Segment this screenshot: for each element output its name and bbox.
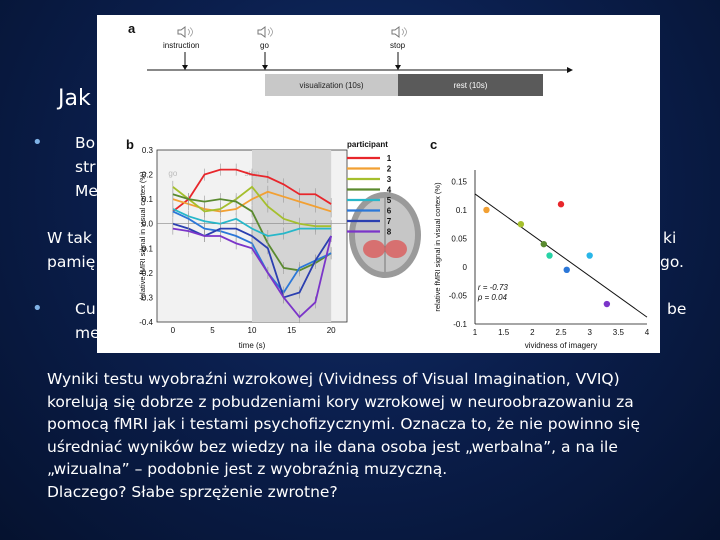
x-tick-label: 10: [248, 326, 257, 335]
y-tick-label: -0.2: [139, 269, 153, 278]
y-tick-label: -0.1: [453, 320, 467, 329]
go-marker-label: go: [168, 169, 177, 178]
bullet-1-line-1: Bo: [75, 134, 96, 152]
bullet-2-line-2: me: [75, 324, 100, 342]
scatter-point: [603, 300, 611, 308]
x-axis-label: time (s): [239, 341, 266, 350]
y-tick-label: 0.15: [451, 177, 467, 186]
event-stop: stop: [390, 41, 406, 50]
legend-label-8: 8: [387, 228, 392, 237]
legend-label-7: 7: [387, 217, 392, 226]
paragraph-line-pam-right: go.: [660, 253, 684, 271]
x-tick-label: 4: [645, 328, 650, 337]
bullet-marker: •: [32, 298, 43, 319]
event-go: go: [260, 41, 269, 50]
y-tick-label: 0.1: [456, 206, 468, 215]
y-tick-label: 0.05: [451, 234, 467, 243]
panel-a-label: a: [128, 21, 136, 36]
scatter-point: [540, 240, 547, 248]
main-paragraph: Wyniki testu wyobraźni wzrokowej (Vividn…: [47, 368, 687, 504]
y-axis-label: relative fMRI signal in visual cortex (%…: [433, 182, 442, 312]
timecourse-chart: 0.30.20.10.0-0.1-0.2-0.3-0.40 5 10 15 20time…: [138, 140, 421, 350]
legend-title: participant: [347, 140, 388, 149]
paragraph-line: pomocą fMRI jak i testami psychofizyczny…: [47, 415, 641, 434]
bullet-2-right: be: [667, 300, 687, 318]
fit-line: [474, 193, 648, 318]
brain-activation-left: [363, 240, 385, 258]
correlation-r: r = -0.73: [478, 283, 509, 292]
x-tick-label: 3: [587, 328, 592, 337]
visualization-bar: visualization (10s): [265, 74, 398, 96]
paragraph-line: Wyniki testu wyobraźni wzrokowej (Vividn…: [47, 370, 620, 388]
x-tick-label: 1.5: [498, 328, 510, 337]
y-tick-label: 0.2: [142, 171, 154, 180]
scatter-chart: 0.15 0.1 0.05 0 -0.05 -0.1 1 1.5 2 2.5 3 3.5 4 vividn…: [433, 170, 650, 350]
scatter-point: [557, 201, 565, 208]
x-tick-label: 2.5: [555, 328, 567, 337]
series-line-1: [172, 168, 332, 213]
y-tick-label: 0.3: [142, 146, 154, 155]
event-instruction: instruction: [163, 41, 200, 50]
brain-activation-right: [385, 240, 407, 258]
scatter-point: [517, 220, 525, 228]
scatter-point: [586, 252, 593, 259]
bullet-1-line-2: str: [75, 158, 96, 176]
x-tick-label: 1: [473, 328, 478, 337]
slide-title: Jak: [58, 86, 91, 111]
figure: a instruction go stop visualization (10s…: [97, 15, 660, 353]
legend-label-2: 2: [387, 165, 392, 174]
series-line-8: [172, 227, 333, 319]
bullet-2-left: Cu: [75, 300, 96, 318]
paragraph-line: Dlaczego? Słabe sprzężenie zwrotne?: [47, 482, 338, 501]
x-axis-label: vividness of imagery: [525, 341, 597, 350]
y-tick-label: 0: [463, 263, 468, 272]
scatter-point: [546, 252, 553, 259]
scatter-point: [483, 206, 490, 214]
rest-bar: rest (10s): [398, 74, 543, 96]
y-tick-label: -0.1: [139, 244, 153, 253]
speaker-icon: [177, 26, 193, 38]
series-line-5: [172, 208, 332, 237]
paragraph-line-pam-left: pamię: [47, 253, 96, 271]
y-tick-label: -0.4: [139, 318, 153, 327]
x-tick-label: 20: [327, 326, 336, 335]
paragraph-line: korelują się dobrze z pobudzeniami kory …: [47, 392, 634, 411]
legend-label-6: 6: [387, 207, 392, 216]
series-line-3: [172, 185, 332, 228]
series-line-4: [172, 193, 332, 272]
paragraph-line: uśredniać wyników bez wiedzy na ile dana…: [47, 437, 618, 456]
y-axis-label: relative fMRI signal in visual cortex (%…: [138, 171, 147, 301]
y-tick-label: 0.0: [142, 220, 154, 229]
correlation-p: p = 0.04: [477, 293, 508, 302]
legend-label-4: 4: [387, 186, 392, 195]
y-tick-label: 0.1: [142, 195, 154, 204]
x-tick-label: 2: [530, 328, 535, 337]
paragraph-line-w-right: ki: [663, 229, 677, 247]
y-tick-label: -0.3: [139, 293, 153, 302]
y-tick-label: -0.05: [449, 291, 468, 300]
speaker-icon: [391, 26, 407, 38]
panel-b-label: b: [126, 137, 134, 152]
paragraph-line: „wizualna” – podobnie jest z wyobraźnią …: [47, 460, 448, 479]
bullet-1-line-3: Me: [75, 182, 98, 200]
x-tick-label: 0: [171, 326, 176, 335]
x-tick-label: 15: [287, 326, 296, 335]
timeline: [147, 52, 573, 73]
panel-c-label: c: [430, 137, 438, 152]
x-tick-label: 5: [210, 326, 215, 335]
speaker-icon: [257, 26, 273, 38]
legend-label-1: 1: [387, 154, 392, 163]
legend-label-3: 3: [387, 175, 392, 184]
paragraph-line-w-left: W tak: [47, 229, 92, 247]
bullet-marker: •: [32, 132, 43, 153]
scatter-point: [563, 266, 570, 274]
legend-label-5: 5: [387, 196, 392, 205]
x-tick-label: 3.5: [613, 328, 625, 337]
